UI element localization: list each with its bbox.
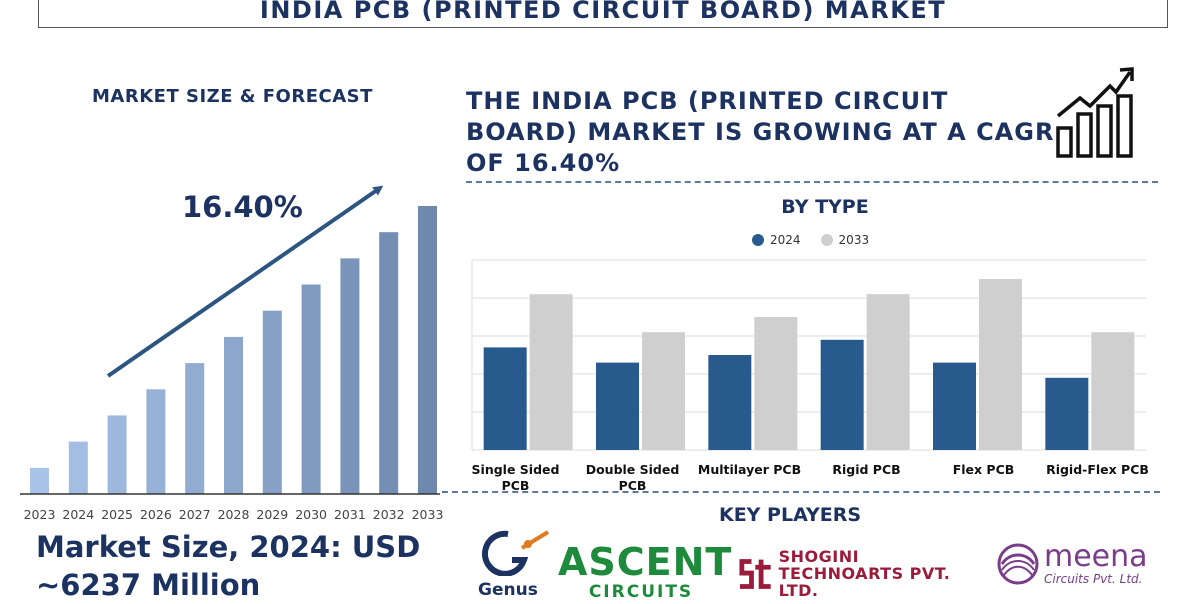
type-bar-2024 [820, 339, 864, 450]
legend-item-2033: 2033 [820, 233, 870, 247]
forecast-year-label: 2025 [101, 507, 133, 522]
type-bar-2024 [708, 355, 752, 450]
forecast-year-label: 2028 [218, 507, 250, 522]
cagr-headline: THE INDIA PCB (PRINTED CIRCUIT BOARD) MA… [466, 87, 1055, 177]
type-category-label: Double Sided PCB [585, 462, 680, 493]
forecast-bar [262, 310, 282, 494]
legend-label-2024: 2024 [770, 233, 801, 247]
legend-label-2033: 2033 [838, 233, 870, 247]
forecast-bar [68, 441, 88, 494]
type-bar-2033 [979, 279, 1022, 450]
type-bar-2033 [529, 294, 573, 450]
forecast-bar [185, 363, 205, 494]
forecast-bar [418, 206, 437, 494]
forecast-heading: MARKET SIZE & FORECAST [92, 86, 373, 107]
forecast-year-label: 2024 [62, 507, 94, 522]
ascent-logo: ASCENT CIRCUITS [558, 540, 733, 602]
type-category-label: Single Sided PCB [471, 462, 560, 493]
type-bar-2024 [933, 362, 976, 450]
forecast-year-label: 2027 [179, 507, 211, 522]
legend-dot-2033 [820, 234, 833, 246]
genus-name: Genus [478, 580, 538, 600]
type-category-label: Rigid-Flex PCB [1046, 462, 1149, 477]
market-size-line1: Market Size, 2024: USD [36, 530, 421, 564]
type-bar-2024 [596, 362, 639, 450]
forecast-year-label: 2033 [412, 507, 444, 522]
cagr-annotation: 16.40% [182, 190, 303, 224]
key-players-heading: KEY PLAYERS [718, 504, 862, 526]
meena-logo: meena Circuits Pvt. Ltd. [996, 542, 1156, 586]
forecast-bar [146, 389, 166, 494]
forecast-year-label: 2031 [334, 507, 366, 522]
title-banner: INDIA PCB (PRINTED CIRCUIT BOARD) MARKET [38, 0, 1168, 28]
type-bar-2033 [866, 294, 910, 450]
forecast-bar [107, 415, 127, 494]
shogini-emblem-icon [739, 558, 771, 589]
forecast-year-label: 2032 [373, 507, 405, 522]
type-bar-2033 [754, 317, 798, 450]
divider-bottom [442, 491, 1160, 493]
ascent-subtitle: CIRCUITS [588, 582, 694, 602]
type-bar-2024 [483, 347, 527, 450]
growth-arrow [106, 185, 384, 378]
shogini-name: SHOGINI [778, 547, 860, 566]
forecast-bar [30, 467, 49, 494]
forecast-bar [224, 336, 243, 494]
type-chart [471, 259, 1146, 451]
type-category-label: Multilayer PCB [697, 462, 802, 477]
shogini-text-block: SHOGINI TECHNOARTS PVT. LTD. [779, 548, 988, 599]
genus-emblem-icon [482, 530, 550, 577]
genus-logo: Genus [478, 530, 550, 600]
forecast-bar [340, 258, 360, 494]
forecast-bar [301, 284, 321, 494]
forecast-bar [379, 232, 399, 494]
market-size-text: Market Size, 2024: USD ~6237 Million [36, 528, 436, 604]
type-bar-2033 [1091, 332, 1135, 450]
market-size-line2: ~6237 Million [36, 568, 261, 602]
type-category-label: Flex PCB [952, 462, 1015, 477]
forecast-year-label: 2029 [256, 507, 288, 522]
forecast-chart: 2023 2024 2025 2026 2027 2028 2029 2030 2031 2032… [20, 185, 444, 522]
growth-chart-icon [1056, 67, 1134, 158]
by-type-heading: BY TYPE [781, 196, 869, 218]
forecast-year-label: 2030 [295, 507, 327, 522]
ascent-name: ASCENT [558, 540, 733, 584]
legend-dot-2024 [752, 234, 764, 246]
meena-emblem-icon [997, 543, 1039, 585]
type-legend: 2024 2033 [752, 233, 869, 247]
forecast-year-label: 2023 [24, 507, 56, 522]
meena-subtitle: Circuits Pvt. Ltd. [1044, 572, 1143, 586]
shogini-logo: SHOGINI TECHNOARTS PVT. LTD. [738, 548, 988, 599]
divider-top [466, 181, 1158, 183]
type-bar-2033 [642, 332, 685, 450]
type-bar-2024 [1045, 377, 1089, 450]
page-title: INDIA PCB (PRINTED CIRCUIT BOARD) MARKET [259, 0, 947, 24]
legend-item-2024: 2024 [752, 233, 801, 247]
shogini-subtitle: TECHNOARTS PVT. LTD. [778, 564, 951, 600]
forecast-year-label: 2026 [140, 507, 172, 522]
meena-text-block: meena Circuits Pvt. Ltd. [1044, 539, 1148, 587]
meena-name: meena [1044, 539, 1148, 574]
type-category-label: Rigid PCB [832, 462, 901, 477]
